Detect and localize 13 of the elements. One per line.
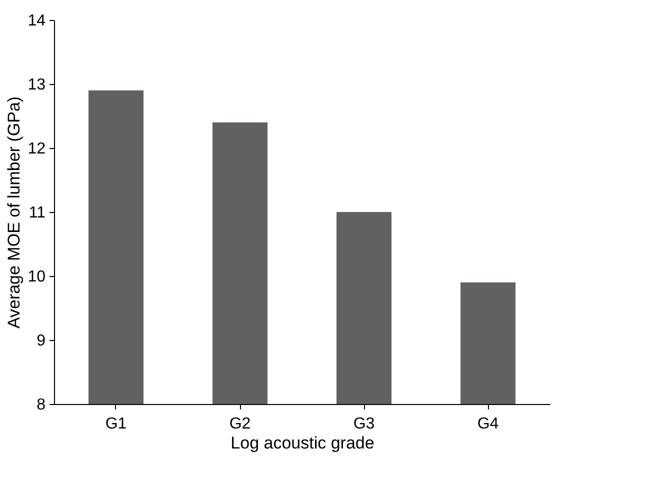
y-axis-title: Average MOE of lumber (GPa) xyxy=(4,96,24,329)
x-tick-label: G4 xyxy=(477,416,499,432)
y-tick-label: 14 xyxy=(28,12,46,30)
x-tick-label: G2 xyxy=(229,416,251,432)
x-tick-label: G1 xyxy=(105,416,127,432)
y-tick-label: 13 xyxy=(28,76,46,94)
y-tick-label: 8 xyxy=(36,396,46,414)
y-tick-label: 9 xyxy=(36,332,46,350)
x-tick-label: G3 xyxy=(353,416,375,432)
y-tick-label: 10 xyxy=(28,268,46,286)
x-axis-title: Log acoustic grade xyxy=(230,434,374,452)
y-tick-label: 12 xyxy=(28,140,46,158)
y-tick-label: 11 xyxy=(28,204,46,222)
